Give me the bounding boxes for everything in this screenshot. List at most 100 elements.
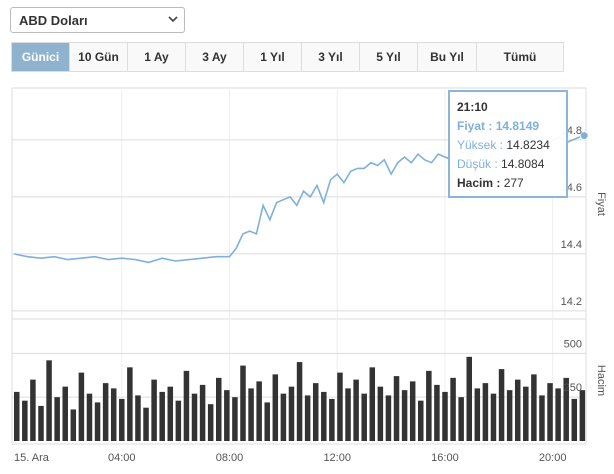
tooltip-row: Fiyat : 14.8149 bbox=[457, 117, 559, 136]
volume-bar bbox=[191, 393, 198, 441]
volume-bar bbox=[474, 388, 481, 441]
volume-bar bbox=[216, 377, 222, 441]
y-axis-label: Fiyat bbox=[595, 192, 607, 216]
volume-bar bbox=[426, 370, 432, 441]
volume-bar bbox=[183, 370, 190, 441]
volume-bar bbox=[393, 376, 400, 441]
volume-bar bbox=[94, 402, 101, 441]
volume-bar bbox=[531, 374, 537, 441]
volume-bar bbox=[563, 377, 569, 441]
volume-bar bbox=[175, 400, 182, 441]
volume-bar bbox=[14, 391, 20, 441]
volume-bar bbox=[135, 395, 141, 441]
volume-bar bbox=[78, 372, 85, 441]
volume-bar bbox=[272, 374, 279, 441]
y-tick-label: 14.4 bbox=[561, 239, 582, 251]
y-tick-label: 14.2 bbox=[561, 296, 582, 308]
volume-bar bbox=[329, 398, 335, 441]
y-tick-label: 250 bbox=[564, 382, 582, 394]
volume-bar bbox=[22, 400, 28, 441]
volume-bar bbox=[207, 404, 214, 441]
volume-bar bbox=[434, 384, 440, 441]
volume-bar bbox=[304, 395, 311, 441]
hover-marker bbox=[579, 131, 589, 141]
tooltip-value: 14.8149 bbox=[495, 119, 540, 133]
volume-bar bbox=[159, 391, 165, 441]
tooltip-value: 277 bbox=[503, 176, 524, 190]
x-tick-label: 15. Ara bbox=[14, 452, 50, 464]
volume-bar bbox=[321, 391, 327, 441]
volume-bar bbox=[523, 386, 529, 441]
tooltip-label: Düşük : bbox=[457, 157, 498, 171]
volume-bar bbox=[256, 381, 262, 441]
volume-bar bbox=[450, 377, 456, 441]
volume-bar bbox=[353, 379, 359, 441]
volume-bar bbox=[38, 405, 44, 441]
tooltip: 21:10 Fiyat : 14.8149 Yüksek : 14.8234 Düşü… bbox=[448, 90, 568, 198]
volume-bar bbox=[296, 362, 303, 441]
volume-bar bbox=[248, 388, 254, 441]
volume-bar bbox=[70, 409, 77, 441]
x-tick-label: 04:00 bbox=[108, 452, 136, 464]
tab-bar: Günici 10 Gün 1 Ay 3 Ay 1 Yıl 3 Yıl 5 Yıl Bu Yı… bbox=[11, 42, 564, 72]
x-tick-label: 08:00 bbox=[216, 452, 244, 464]
volume-bar bbox=[345, 388, 351, 441]
volume-bar bbox=[46, 360, 52, 441]
volume-bar bbox=[361, 393, 367, 441]
tooltip-label: Fiyat : bbox=[457, 119, 493, 133]
volume-bar bbox=[264, 402, 270, 441]
volume-bar bbox=[547, 383, 553, 441]
volume-bar bbox=[312, 383, 319, 441]
volume-bar bbox=[224, 390, 230, 441]
volume-bar bbox=[369, 367, 376, 441]
tooltip-value: 14.8084 bbox=[501, 157, 545, 171]
volume-bar bbox=[401, 390, 408, 441]
x-tick-label: 16:00 bbox=[431, 452, 459, 464]
volume-bar bbox=[482, 383, 489, 441]
tab[interactable]: 1 Ay bbox=[128, 43, 186, 71]
x-tick-label: 12:00 bbox=[323, 452, 351, 464]
tab[interactable]: 10 Gün bbox=[70, 43, 128, 71]
volume-bar bbox=[337, 372, 343, 441]
chevron bbox=[168, 16, 178, 23]
volume-bar bbox=[466, 356, 472, 441]
currency-select[interactable]: ABD Doları bbox=[10, 7, 185, 33]
volume-bar bbox=[143, 407, 149, 441]
tab[interactable]: Günici bbox=[12, 43, 70, 71]
volume-bar bbox=[86, 393, 93, 441]
tooltip-row: Düşük : 14.8084 bbox=[457, 155, 559, 174]
volume-bar bbox=[579, 390, 586, 441]
tooltip-time: 21:10 bbox=[457, 100, 488, 114]
volume-bar bbox=[199, 384, 206, 441]
volume-bar bbox=[571, 398, 578, 441]
volume-bar bbox=[110, 388, 117, 441]
tab[interactable]: 1 Yıl bbox=[244, 43, 302, 71]
tab[interactable]: Bu Yıl bbox=[418, 43, 477, 71]
volume-bar bbox=[240, 365, 246, 441]
volume-bar bbox=[232, 397, 238, 441]
chart-frame bbox=[11, 87, 587, 445]
volume-bar bbox=[555, 388, 561, 441]
y-axis-label: Hacim bbox=[595, 365, 607, 396]
volume-bar bbox=[288, 386, 295, 441]
volume-bar bbox=[458, 397, 464, 441]
x-tick-label: 20:00 bbox=[539, 452, 567, 464]
volume-bar bbox=[506, 390, 513, 441]
volume-bar bbox=[119, 398, 125, 441]
volume-bar bbox=[498, 369, 505, 441]
tab[interactable]: 3 Yıl bbox=[302, 43, 360, 71]
tooltip-label: Hacim : bbox=[457, 176, 501, 190]
tab[interactable]: 5 Yıl bbox=[360, 43, 418, 71]
volume-bar bbox=[539, 395, 545, 441]
volume-bar bbox=[54, 397, 60, 441]
volume-bar bbox=[385, 395, 392, 441]
volume-bar bbox=[30, 379, 36, 441]
y-tick-label: 500 bbox=[564, 338, 582, 350]
tab[interactable]: 3 Ay bbox=[186, 43, 244, 71]
volume-bar bbox=[377, 386, 384, 441]
tab[interactable]: Tümü bbox=[477, 43, 563, 71]
volume-bar bbox=[102, 383, 109, 441]
select-text: ABD Doları bbox=[19, 13, 88, 28]
